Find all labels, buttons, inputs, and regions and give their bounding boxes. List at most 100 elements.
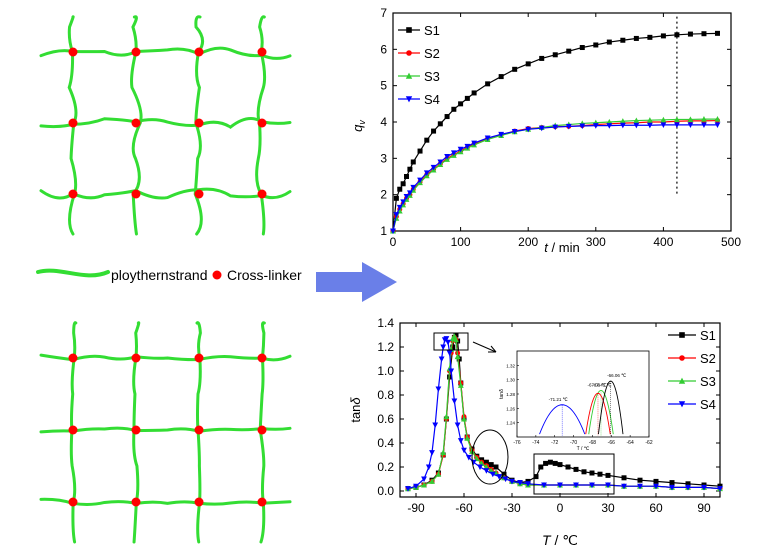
data-point-S4: [687, 122, 694, 129]
legend-label-S3: S3: [424, 69, 440, 84]
data-point-S4: [446, 350, 453, 357]
crosslinker-node: [257, 118, 267, 128]
data-point-S4: [457, 146, 464, 153]
crosslinker-node: [68, 425, 78, 435]
data-point-S1: [493, 464, 499, 470]
crosslinker-node: [131, 353, 141, 363]
inset-peak-label-S2: -67.41 ℃: [592, 382, 612, 387]
legend-label-S1: S1: [424, 23, 440, 38]
crosslinker-node: [68, 353, 78, 363]
data-point-S4: [407, 190, 413, 196]
transition-arrow: [316, 262, 397, 302]
data-point-S4: [445, 339, 451, 346]
crosslinker-node: [131, 189, 141, 199]
legend-marker-S2: [679, 355, 685, 361]
data-point-S4: [669, 484, 675, 491]
inset-y-tick-label: 1.28: [506, 392, 515, 397]
data-point-S4: [425, 464, 432, 471]
inset-y-tick-label: 1.32: [506, 363, 515, 368]
crosslinker-node: [68, 189, 78, 199]
crosslinker-node: [131, 425, 141, 435]
data-point-S4: [489, 471, 496, 478]
data-point-S4: [432, 422, 439, 429]
data-point-S4: [498, 131, 505, 138]
y-tick-label: 0.8: [377, 388, 394, 402]
x-tick-label: 0: [390, 235, 397, 249]
crosslinker-node: [194, 118, 204, 128]
data-point-S1: [488, 462, 494, 468]
data-point-S3: [421, 481, 427, 488]
data-point-S4: [592, 123, 599, 129]
y-tick-label: 6: [380, 42, 387, 56]
series-line-S3: [392, 118, 718, 232]
x-tick-label: 0: [557, 501, 564, 515]
y-axis-label: tanδ: [348, 397, 363, 423]
inset-x-tick-label: -76: [513, 440, 520, 446]
crosslinker-node: [257, 353, 267, 363]
y-tick-label: 7: [380, 6, 387, 20]
data-point-S1: [605, 472, 611, 478]
inset-peak-curve-S2: [585, 392, 611, 435]
y-tick-label: 0.2: [377, 460, 394, 474]
data-point-S1: [581, 469, 587, 475]
y-tick-label: 1.0: [377, 364, 394, 378]
data-point-S1: [400, 181, 406, 187]
legend-marker-S4: [678, 401, 686, 408]
data-point-S1: [620, 37, 626, 43]
legend-label-S1: S1: [700, 328, 716, 343]
legend-label-S4: S4: [424, 92, 440, 107]
crosslinker-node: [257, 497, 267, 507]
data-point-S4: [390, 228, 396, 235]
data-point-S1: [437, 121, 443, 127]
data-point-S4: [685, 484, 691, 491]
y-tick-label: 4: [380, 115, 387, 129]
inset-x-label: T / ℃: [577, 446, 590, 452]
data-point-S1: [424, 137, 430, 143]
inset-plot: -76 -74 -72 -70 -68 -66 -64 -62 1.24 1.26 1.28 1.30…: [499, 350, 653, 452]
y-tick-label: 5: [380, 79, 387, 93]
data-point-S4: [477, 464, 483, 471]
data-point-S4: [653, 483, 659, 490]
data-point-S3: [714, 115, 721, 122]
data-point-S1: [685, 481, 691, 487]
crosslinker-node: [257, 189, 267, 199]
inset-y-tick-label: 1.30: [506, 378, 515, 383]
data-point-S3: [633, 117, 640, 124]
polymer-strand: [39, 497, 292, 506]
data-point-S4: [393, 212, 400, 218]
polymer-strand: [39, 426, 292, 434]
data-point-S3: [674, 116, 680, 122]
crosslinker-node: [131, 118, 141, 128]
data-point-S1: [552, 460, 558, 466]
inset-x-tick-label: -70: [570, 440, 577, 446]
x-axis-label: T / ℃: [542, 532, 578, 548]
data-point-S4: [457, 438, 464, 444]
crosslinker-node: [131, 47, 141, 57]
crosslinker-node: [194, 353, 204, 363]
crosslinker-legend-label: Cross-linker: [227, 267, 302, 283]
data-point-S1: [539, 55, 545, 61]
legend-marker-S3: [405, 72, 413, 79]
inset-x-tick-label: -72: [551, 440, 558, 446]
x-tick-label: 60: [649, 501, 663, 515]
y-tick-label: 1.4: [377, 316, 394, 330]
data-point-S4: [517, 480, 523, 486]
data-point-S4: [637, 483, 643, 490]
data-point-S1: [431, 128, 437, 134]
zoom-arrowhead: [488, 345, 497, 353]
x-tick-label: 500: [721, 235, 741, 249]
data-point-S4: [444, 154, 450, 160]
series-line-S4: [407, 337, 721, 490]
plot-frame: [392, 12, 732, 232]
legend-marker-S1: [406, 27, 412, 33]
crosslinker-node: [68, 497, 78, 507]
data-point-S1: [714, 30, 720, 36]
inset-x-tick-label: -62: [645, 440, 652, 446]
data-point-S4: [413, 483, 419, 490]
data-point-S1: [653, 478, 659, 484]
data-point-S1: [565, 464, 571, 470]
x-tick-label: -60: [455, 501, 473, 515]
data-point-S4: [484, 135, 491, 142]
data-point-S3: [660, 116, 667, 123]
